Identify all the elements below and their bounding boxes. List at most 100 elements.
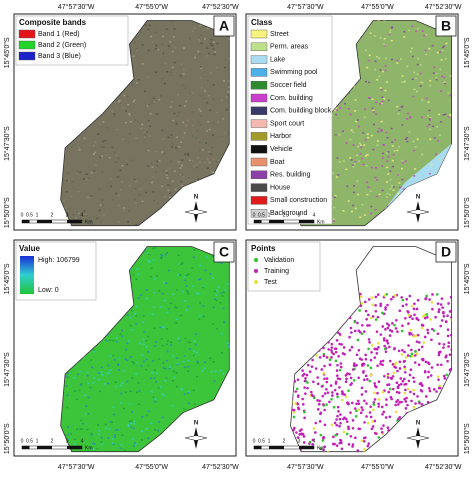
texture-pixel <box>426 125 429 127</box>
texture-pixel <box>123 207 126 209</box>
sample-point <box>326 450 330 452</box>
texture-pixel <box>76 373 79 376</box>
sample-point <box>411 317 414 321</box>
legend-label: Low: 0 <box>38 287 59 294</box>
sample-point <box>347 443 351 446</box>
texture-pixel <box>172 370 175 373</box>
texture-pixel <box>113 113 116 115</box>
texture-pixel <box>388 33 391 36</box>
sample-point <box>412 406 416 409</box>
sample-point <box>423 335 427 339</box>
sample-point <box>333 421 337 425</box>
texture-pixel <box>203 361 206 363</box>
texture-pixel <box>206 27 209 30</box>
texture-pixel <box>65 191 68 193</box>
texture-pixel <box>374 68 377 71</box>
texture-pixel <box>431 44 434 47</box>
texture-pixel <box>386 81 389 83</box>
texture-pixel <box>170 71 173 74</box>
sample-point <box>404 400 408 403</box>
sample-point <box>416 333 420 337</box>
texture-pixel <box>193 165 196 168</box>
legend-swatch <box>250 42 268 51</box>
sample-point <box>407 344 410 347</box>
sample-point <box>447 345 450 348</box>
texture-pixel <box>133 99 136 101</box>
texture-pixel <box>118 369 121 371</box>
texture-pixel <box>424 49 427 52</box>
texture-pixel <box>117 364 120 366</box>
sample-point <box>356 321 359 325</box>
texture-pixel <box>126 359 129 362</box>
sample-point <box>372 408 375 412</box>
texture-pixel <box>120 444 123 446</box>
texture-pixel <box>194 355 197 357</box>
texture-pixel <box>201 149 204 151</box>
sample-point <box>392 295 395 299</box>
texture-pixel <box>358 160 361 163</box>
texture-pixel <box>175 146 178 149</box>
texture-pixel <box>163 299 166 302</box>
texture-pixel <box>199 264 202 267</box>
texture-pixel <box>389 179 392 181</box>
texture-pixel <box>214 298 217 301</box>
texture-pixel <box>109 354 112 357</box>
texture-pixel <box>135 49 138 52</box>
texture-pixel <box>132 101 135 103</box>
texture-pixel <box>199 24 202 27</box>
scale-tick-label: 1 <box>36 212 39 218</box>
texture-pixel <box>421 153 424 156</box>
sample-point <box>371 420 374 424</box>
texture-pixel <box>193 249 196 251</box>
scale-tick-label: 4 <box>81 212 84 218</box>
sample-point <box>338 424 341 428</box>
texture-pixel <box>370 205 373 208</box>
texture-pixel <box>150 181 153 184</box>
texture-pixel <box>117 204 120 207</box>
sample-point <box>356 338 360 342</box>
sample-point <box>312 396 316 400</box>
texture-pixel <box>357 125 360 128</box>
texture-pixel <box>176 160 179 163</box>
sample-point <box>302 435 306 438</box>
texture-pixel <box>360 146 363 149</box>
texture-pixel <box>359 144 362 146</box>
sample-point <box>441 306 444 309</box>
texture-pixel <box>147 149 150 152</box>
sample-point <box>328 358 332 361</box>
texture-pixel <box>389 29 392 32</box>
texture-pixel <box>194 136 197 139</box>
texture-pixel <box>212 158 215 161</box>
sample-point <box>335 339 339 342</box>
texture-pixel <box>387 151 390 153</box>
texture-pixel <box>122 107 125 109</box>
sample-point <box>311 358 314 362</box>
longitude-label: 47°55'0"W <box>135 463 168 471</box>
sample-point <box>304 392 307 395</box>
texture-pixel <box>181 262 184 264</box>
texture-pixel <box>187 391 190 393</box>
sample-point <box>368 411 372 414</box>
texture-pixel <box>219 384 222 387</box>
sample-point <box>442 312 445 315</box>
sample-point <box>422 341 426 344</box>
texture-pixel <box>191 111 194 113</box>
texture-pixel <box>86 382 89 385</box>
texture-pixel <box>177 254 180 257</box>
sample-point <box>357 402 361 406</box>
texture-pixel <box>166 173 169 175</box>
texture-pixel <box>148 261 151 263</box>
texture-pixel <box>443 45 446 47</box>
sample-point <box>339 413 342 416</box>
texture-pixel <box>212 84 215 86</box>
texture-pixel <box>168 269 171 272</box>
sample-point <box>347 389 350 392</box>
sample-point <box>446 334 450 338</box>
texture-pixel <box>82 423 85 425</box>
texture-pixel <box>438 134 441 136</box>
texture-pixel <box>93 170 96 172</box>
texture-pixel <box>412 95 415 98</box>
texture-pixel <box>136 268 139 270</box>
sample-point <box>369 405 372 409</box>
